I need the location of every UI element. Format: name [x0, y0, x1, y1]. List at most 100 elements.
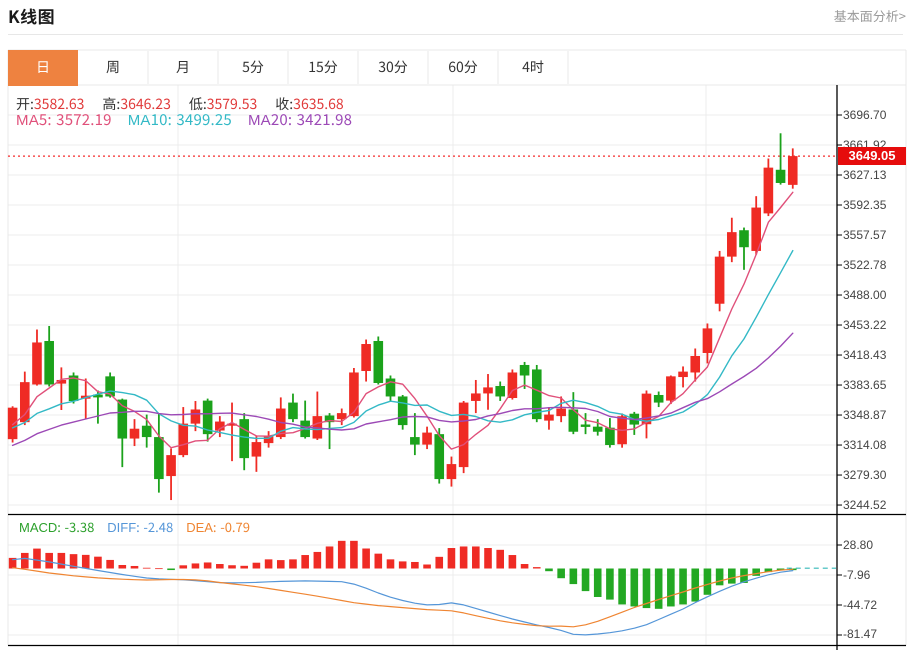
low-label: 低:	[188, 94, 207, 114]
macd-bar-9	[106, 559, 114, 569]
macd-bar-30	[362, 548, 370, 569]
open-group: 开:3582.63	[16, 94, 84, 114]
macd-bar-47	[569, 568, 578, 585]
candle-3	[32, 342, 42, 385]
candle-9	[105, 376, 115, 397]
high-group: 高:3646.23	[102, 94, 170, 114]
macd-bar-39	[472, 546, 480, 569]
macd-bar-6	[69, 554, 78, 569]
candle-15	[178, 423, 189, 456]
high-label: 高:	[102, 94, 121, 114]
candle-49	[592, 426, 603, 432]
tab-3[interactable]: 月	[176, 57, 190, 77]
tab-6[interactable]: 30分	[378, 57, 408, 77]
open-value: 3582.63	[33, 94, 85, 114]
candle-36	[434, 434, 445, 480]
macd-bar-22	[264, 559, 273, 569]
candle-33	[397, 396, 408, 426]
tab-1-active[interactable]: 日	[8, 49, 78, 86]
price-axis-label-9: 3418.43	[843, 347, 887, 362]
tab-4[interactable]: 5分	[242, 57, 264, 77]
macd-bar-52	[630, 568, 639, 607]
macd-bar-16	[191, 563, 200, 569]
candle-40	[483, 387, 493, 394]
candle-60	[727, 232, 737, 257]
macd-bar-50	[606, 568, 614, 600]
macd-bar-64	[776, 568, 785, 571]
macd-bar-3	[33, 548, 41, 569]
macd-axis-label-2: -7.96	[843, 567, 871, 582]
candle-13	[154, 437, 164, 480]
title-divider	[8, 34, 903, 35]
candle-57	[690, 356, 701, 373]
macd-bar-2	[20, 552, 29, 569]
price-axis-label-11: 3348.87	[843, 407, 887, 422]
dea-group: DEA: -0.79	[186, 517, 250, 536]
candle-42	[507, 372, 518, 399]
candle-64	[775, 169, 786, 183]
candle-5	[56, 379, 67, 384]
macd-bar-40	[484, 548, 492, 569]
dea-line	[12, 567, 794, 628]
macd-bar-31	[374, 553, 383, 569]
macd-bar-23	[276, 560, 285, 569]
ma10-value: 3499.25	[176, 108, 232, 130]
candle-48	[580, 424, 591, 427]
macd-bar-11	[130, 565, 139, 569]
tab-2[interactable]: 周	[106, 57, 120, 77]
dea-value: -0.79	[220, 517, 250, 536]
macd-bar-60	[728, 568, 736, 584]
candle-6	[68, 375, 79, 402]
dea-label: DEA:	[186, 517, 217, 536]
ma5-line	[11, 191, 794, 450]
candle-39	[471, 393, 481, 401]
candle-59	[714, 256, 725, 304]
tab-8[interactable]: 4时	[522, 57, 544, 77]
candle-61	[739, 230, 749, 248]
price-axis-label-13: 3279.30	[843, 467, 887, 482]
diff-line	[12, 557, 794, 636]
tab-5[interactable]: 15分	[308, 57, 338, 77]
candle-63	[763, 167, 774, 214]
macd-bar-15	[179, 565, 188, 569]
close-value: 3635.68	[293, 94, 344, 114]
candle-2	[19, 382, 30, 423]
candle-11	[129, 428, 140, 439]
macd-bar-32	[386, 559, 395, 569]
macd-bar-59	[715, 568, 724, 586]
close-group: 收:3635.68	[275, 94, 343, 114]
candle-58	[702, 328, 713, 353]
price-axis-label-10: 3383.65	[843, 377, 887, 392]
candle-28	[336, 413, 347, 420]
low-group: 低:3579.53	[189, 94, 257, 114]
candle-54	[653, 394, 664, 403]
macd-bar-38	[459, 546, 468, 569]
candle-65	[787, 156, 798, 185]
macd-bar-8	[94, 556, 102, 569]
macd-bar-41	[496, 549, 504, 569]
macd-bar-21	[252, 562, 261, 569]
candle-46	[556, 408, 566, 417]
candle-8	[93, 394, 103, 398]
macd-bar-46	[557, 568, 565, 579]
candle-20	[239, 419, 250, 459]
macd-bar-56	[679, 568, 687, 605]
candle-19	[227, 423, 237, 426]
macd-bar-37	[447, 548, 456, 569]
price-axis-label-4: 3592.35	[843, 197, 887, 212]
tab-7[interactable]: 60分	[448, 57, 478, 77]
ma5-group: MA5: 3572.19	[16, 109, 112, 130]
macd-bar-14	[167, 568, 175, 571]
candle-45	[544, 414, 554, 421]
open-label: 开:	[16, 94, 34, 114]
candle-17	[202, 400, 213, 435]
candle-18	[215, 421, 225, 431]
price-axis-label-6: 3522.78	[843, 257, 887, 272]
ma10-label: MA10:	[127, 108, 173, 130]
candle-38	[458, 402, 469, 468]
candle-29	[349, 372, 359, 417]
price-axis-label-14: 3244.52	[843, 497, 887, 512]
fundamental-analysis-link[interactable]: 基本面分析>	[833, 6, 906, 25]
low-value: 3579.53	[206, 94, 258, 114]
